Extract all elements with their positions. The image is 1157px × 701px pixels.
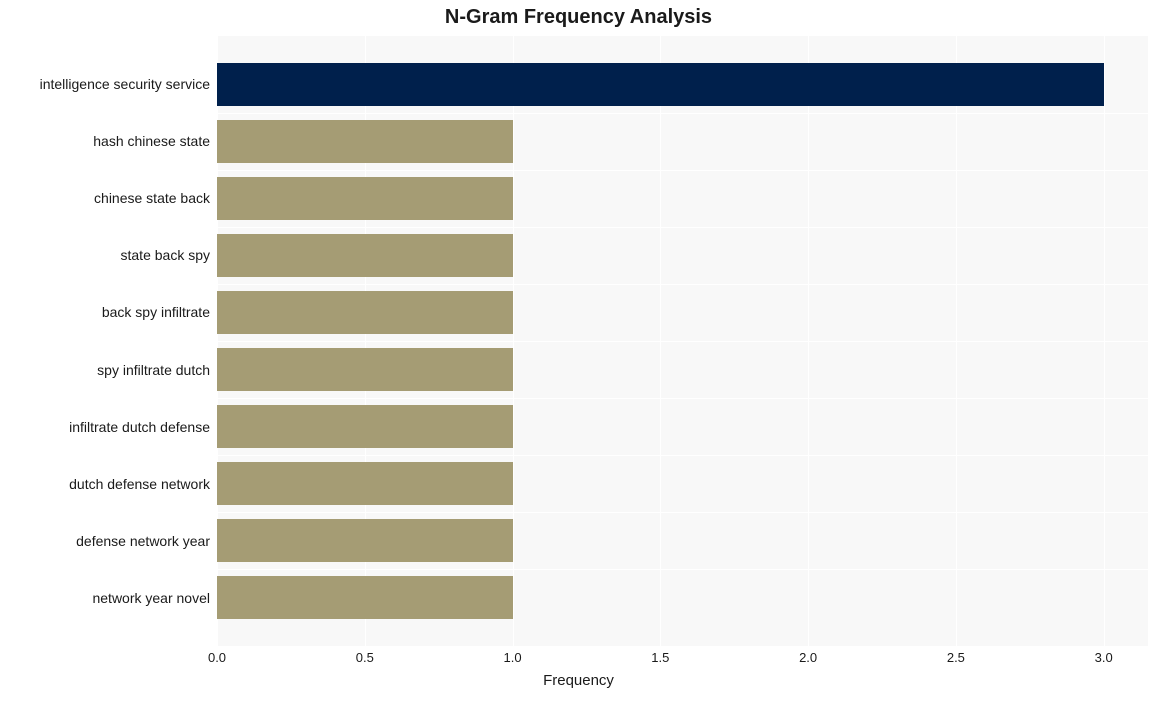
y-tick-label: chinese state back (0, 190, 210, 206)
x-tick-label: 3.0 (1095, 650, 1113, 665)
bar (217, 348, 513, 391)
y-tick-label: network year novel (0, 590, 210, 606)
y-tick-label: dutch defense network (0, 476, 210, 492)
bar (217, 519, 513, 562)
x-tick-label: 2.0 (799, 650, 817, 665)
y-gridline (217, 341, 1148, 342)
y-tick-label: intelligence security service (0, 76, 210, 92)
y-gridline (217, 113, 1148, 114)
y-gridline (217, 284, 1148, 285)
ngram-chart: N-Gram Frequency Analysis Frequency 0.0 0… (0, 0, 1157, 701)
plot-area (217, 36, 1148, 646)
bar (217, 576, 513, 619)
bar (217, 177, 513, 220)
y-gridline (217, 227, 1148, 228)
x-tick-label: 2.5 (947, 650, 965, 665)
bar (217, 234, 513, 277)
y-gridline (217, 170, 1148, 171)
y-gridline (217, 569, 1148, 570)
x-tick-label: 0.0 (208, 650, 226, 665)
bar (217, 63, 1104, 106)
x-tick-label: 1.0 (504, 650, 522, 665)
y-tick-label: infiltrate dutch defense (0, 419, 210, 435)
chart-title: N-Gram Frequency Analysis (0, 6, 1157, 29)
bar (217, 405, 513, 448)
bar (217, 120, 513, 163)
y-tick-label: defense network year (0, 533, 210, 549)
y-tick-label: state back spy (0, 247, 210, 263)
y-tick-label: spy infiltrate dutch (0, 362, 210, 378)
x-tick-label: 0.5 (356, 650, 374, 665)
x-tick-label: 1.5 (651, 650, 669, 665)
x-axis-title: Frequency (0, 672, 1157, 689)
bar (217, 291, 513, 334)
y-tick-label: hash chinese state (0, 133, 210, 149)
y-gridline (217, 512, 1148, 513)
y-gridline (217, 455, 1148, 456)
y-tick-label: back spy infiltrate (0, 304, 210, 320)
bar (217, 462, 513, 505)
y-gridline (217, 398, 1148, 399)
